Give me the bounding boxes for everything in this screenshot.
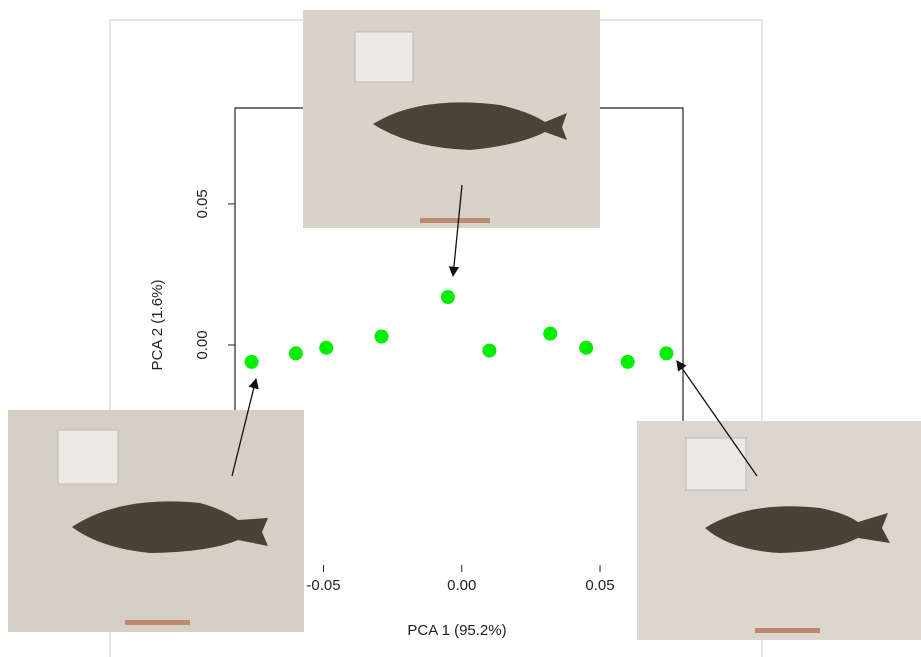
photo-label-paper	[686, 438, 746, 490]
x-tick-label: -0.05	[306, 577, 340, 594]
figure: PCA 1 (95.2%) PCA 2 (1.6%) 0.05 0.00 -0.05…	[0, 0, 921, 657]
point	[245, 355, 259, 369]
x-tick-label: 0.05	[585, 577, 614, 594]
point	[441, 290, 455, 304]
x-axis-label: PCA 1 (95.2%)	[407, 622, 506, 639]
point	[482, 344, 496, 358]
point	[289, 346, 303, 360]
photo-label-paper	[58, 430, 118, 484]
y-axis-label: PCA 2 (1.6%)	[149, 280, 166, 371]
scale-bar	[755, 628, 820, 633]
y-tick-label: 0.00	[194, 330, 211, 359]
y-tick-label: 0.05	[194, 189, 211, 218]
point	[543, 327, 557, 341]
point	[579, 341, 593, 355]
point	[621, 355, 635, 369]
photo-top	[303, 10, 600, 228]
scale-bar	[420, 218, 490, 223]
photo-label-paper	[355, 32, 413, 82]
point	[375, 330, 389, 344]
point	[659, 346, 673, 360]
photo-right	[637, 421, 921, 640]
x-tick-label: 0.00	[447, 577, 476, 594]
photo-left	[8, 410, 304, 632]
point	[319, 341, 333, 355]
scale-bar	[125, 620, 190, 625]
